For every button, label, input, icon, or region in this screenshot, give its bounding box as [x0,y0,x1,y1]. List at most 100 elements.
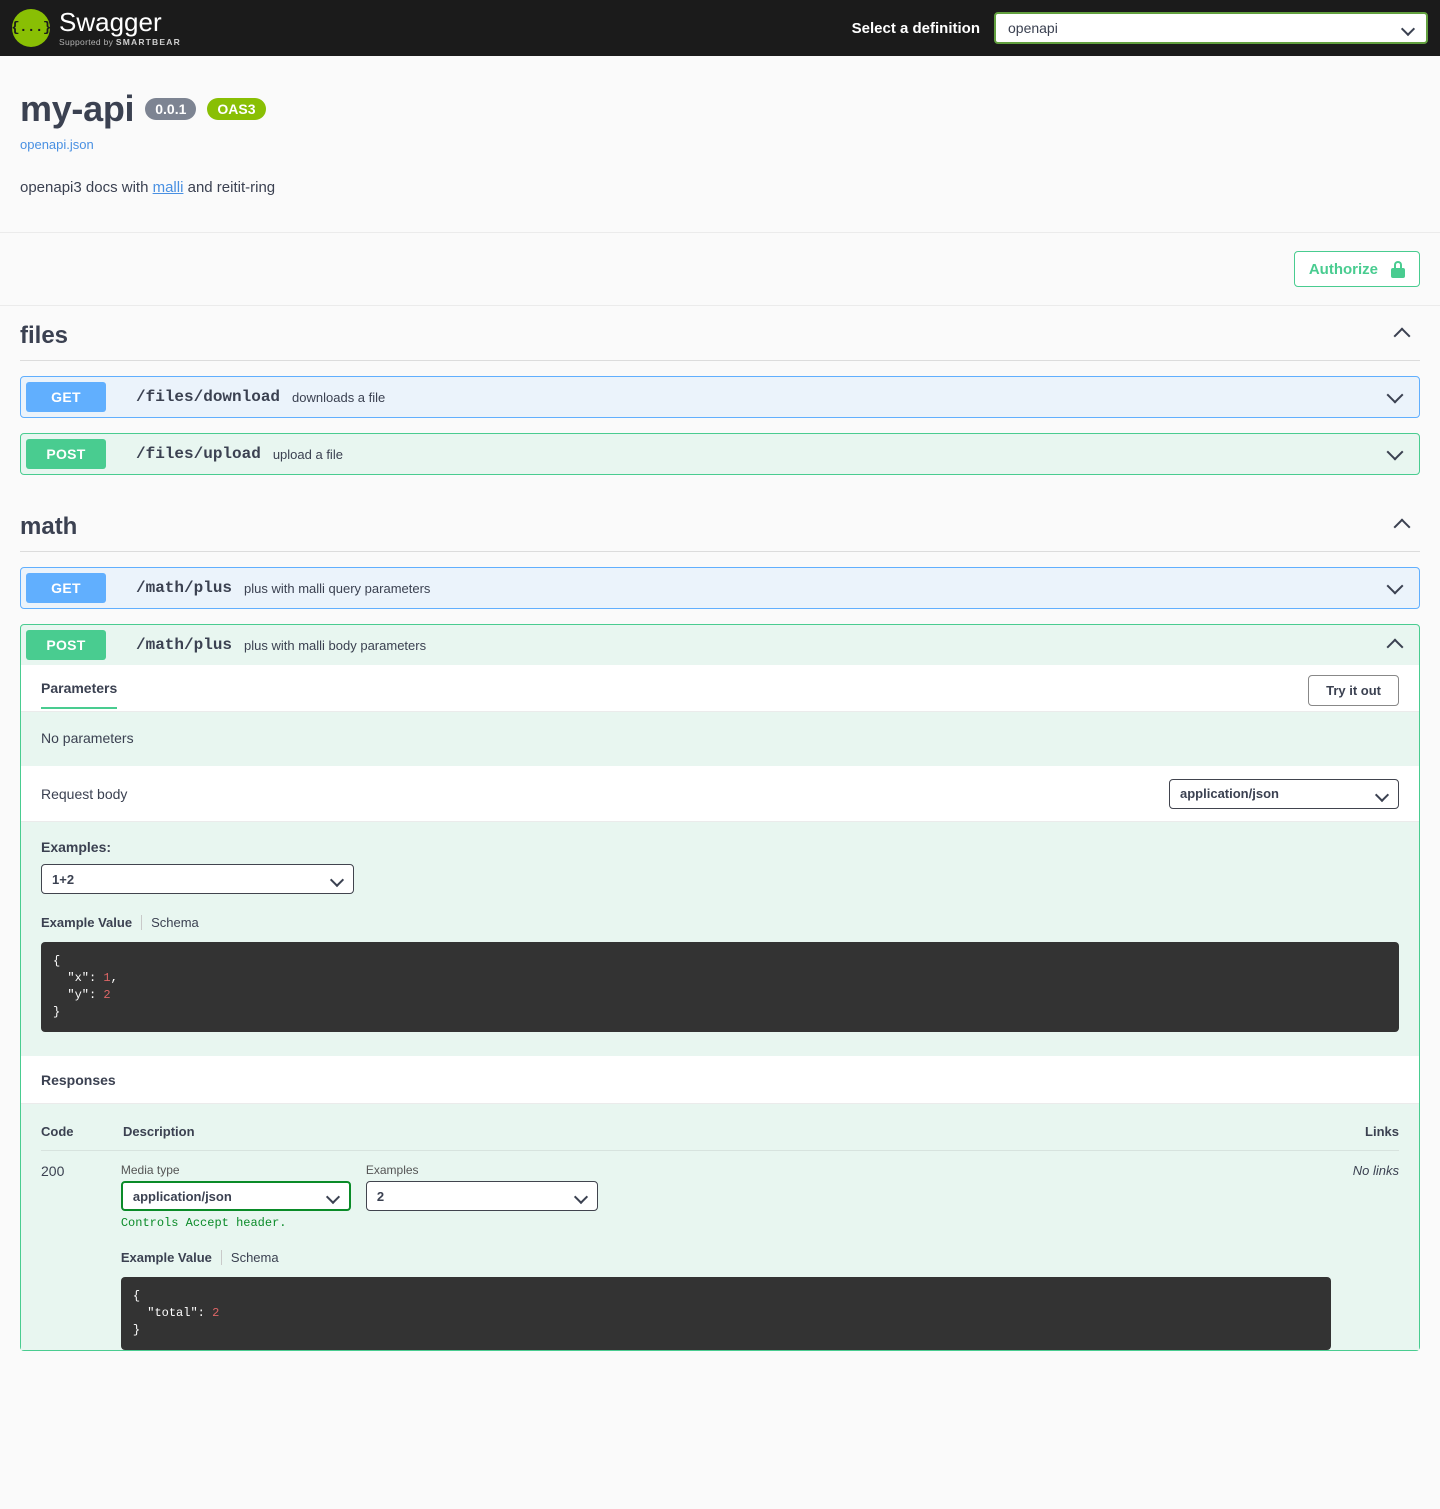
swagger-wordmark: Swagger [59,7,162,38]
chevron-down-icon [1376,788,1388,800]
request-example-value: 1+2 [52,871,75,887]
response-example-select[interactable]: 2 [365,1181,598,1211]
tag-name: files [20,322,69,349]
request-examples-area: Examples: 1+2 Example Value Schema { "x"… [21,822,1419,1056]
chevron-down-icon [1387,389,1403,405]
collapse-toggle-files[interactable] [1394,326,1420,347]
operation-header[interactable]: POST /files/upload upload a file [21,434,1419,474]
operation-header[interactable]: POST /math/plus plus with malli body par… [21,625,1419,665]
method-badge: GET [26,382,106,412]
expand-toggle[interactable] [1387,580,1414,596]
response-example-code: { "total": 2 } [120,1277,1331,1350]
smartbear-brand: SMARTBEAR [115,37,181,48]
definition-select[interactable]: openapi [994,12,1428,44]
tag-name: math [20,513,78,540]
no-parameters-text: No parameters [21,712,1419,766]
accept-header-note: Controls Accept header. [120,1216,287,1230]
responses-title: Responses [21,1056,1419,1104]
swagger-logo[interactable]: {...} Swagger Supported by SMARTBEAR [11,7,181,48]
operation-get-files-download[interactable]: GET /files/download downloads a file [20,376,1420,418]
lock-icon [1391,260,1405,278]
response-example-tabs: Example Value Schema [121,1250,1331,1265]
operation-post-math-plus[interactable]: POST /math/plus plus with malli body par… [20,624,1420,1351]
openapi-json-link[interactable]: openapi.json [20,137,94,152]
parameters-tabbar: Parameters Try it out [21,665,1419,712]
operation-path: /files/upload [136,445,261,463]
operation-path: /files/download [136,388,281,406]
api-description: openapi3 docs with malli and reitit-ring [20,179,276,196]
chevron-down-icon [331,873,343,885]
method-badge: GET [26,573,106,603]
tag-header-math[interactable]: math [20,497,1420,552]
tab-example-value[interactable]: Example Value [41,915,133,930]
column-header-code: Code [41,1124,74,1139]
responses-table: Code Description Links 200 Media type ap… [21,1104,1419,1350]
tag-header-files[interactable]: files [20,306,1420,361]
authorize-row: Authorize [0,233,1440,306]
response-example-block: Example Value Schema { "total": 2 } [120,1250,1331,1350]
chevron-up-icon [1394,326,1410,342]
table-row: 200 Media type application/json Controls… [41,1150,1399,1350]
response-links-cell: No links [1352,1163,1399,1178]
response-media-type-value: application/json [132,1188,232,1204]
media-type-control: Media type application/json Controls Acc… [120,1163,351,1230]
response-example-value: 2 [376,1188,385,1204]
swagger-logo-icon: {...} [11,9,51,47]
oas-badge: OAS3 [207,98,266,120]
request-media-type-value: application/json [1180,786,1279,801]
chevron-down-icon [327,1190,339,1202]
request-example-tabs: Example Value Schema [41,915,1399,930]
request-example-code: { "x": 1, "y": 2 } [41,942,1399,1032]
definition-select-value: openapi [1008,20,1058,36]
expand-toggle[interactable] [1387,389,1414,405]
chevron-down-icon [575,1190,587,1202]
tab-example-value[interactable]: Example Value [120,1250,212,1265]
request-body-row: Request body application/json [21,766,1419,822]
expand-toggle[interactable] [1387,446,1414,462]
request-media-type-select[interactable]: application/json [1169,778,1399,809]
operation-summary: downloads a file [292,389,386,405]
version-badge: 0.0.1 [145,98,197,120]
method-badge: POST [26,630,106,660]
chevron-down-icon [1402,22,1414,34]
operation-path: /math/plus [136,636,233,654]
operation-get-math-plus[interactable]: GET /math/plus plus with malli query par… [20,567,1420,609]
column-header-links: Links [1365,1124,1399,1139]
response-examples-control: Examples 2 [365,1163,598,1211]
collapse-toggle-math[interactable] [1394,517,1420,538]
operation-summary: upload a file [272,446,343,462]
authorize-button-label: Authorize [1308,260,1378,278]
chevron-up-icon [1387,637,1403,653]
collapse-toggle[interactable] [1387,637,1414,653]
media-type-label: Media type [120,1163,180,1177]
column-header-description: Description [123,1124,195,1139]
swagger-logo-glyph: {...} [11,20,51,36]
select-definition-label: Select a definition [851,19,980,37]
chevron-down-icon [1387,580,1403,596]
operation-post-files-upload[interactable]: POST /files/upload upload a file [20,433,1420,475]
supported-by-text: Supported by SMARTBEAR [59,37,181,48]
api-info-block: my-api 0.0.1 OAS3 openapi.json openapi3 … [0,56,1440,233]
response-description-cell: Media type application/json Controls Acc… [120,1163,1331,1350]
malli-link[interactable]: malli [152,179,184,196]
top-bar: {...} Swagger Supported by SMARTBEAR Sel… [0,0,1440,56]
response-examples-label: Examples [365,1163,419,1177]
chevron-up-icon [1394,517,1410,533]
response-media-type-select[interactable]: application/json [120,1181,351,1211]
tab-schema[interactable]: Schema [151,915,199,930]
tab-parameters[interactable]: Parameters [41,680,118,709]
operation-summary: plus with malli query parameters [244,580,431,596]
try-it-out-button[interactable]: Try it out [1308,674,1399,706]
operation-header[interactable]: GET /files/download downloads a file [21,377,1419,417]
tab-divider [220,1250,222,1265]
examples-label: Examples: [41,839,112,855]
request-example-select[interactable]: 1+2 [41,864,354,894]
operation-header[interactable]: GET /math/plus plus with malli query par… [21,568,1419,608]
responses-table-header: Code Description Links [41,1124,1399,1150]
tab-schema[interactable]: Schema [230,1250,279,1265]
method-badge: POST [26,439,106,469]
operation-summary: plus with malli body parameters [244,637,427,653]
authorize-button[interactable]: Authorize [1293,251,1420,287]
operation-body: Parameters Try it out No parameters Requ… [21,665,1419,1350]
page-title: my-api [20,88,135,129]
